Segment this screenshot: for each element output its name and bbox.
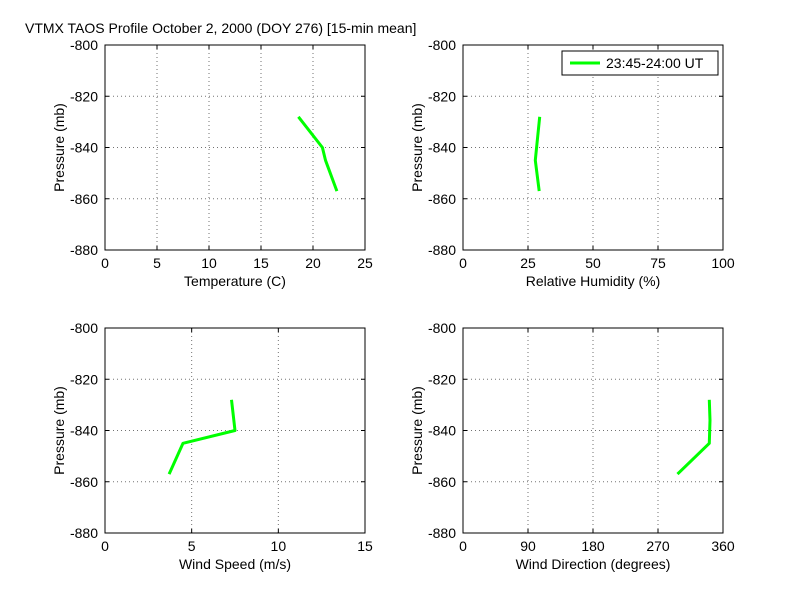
- y-axis-label: Pressure (mb): [409, 103, 425, 192]
- y-axis-label: Pressure (mb): [51, 103, 67, 192]
- y-tick-label: -880: [70, 242, 98, 258]
- x-axis-label: Temperature (C): [184, 273, 286, 289]
- y-tick-label: -820: [70, 371, 98, 387]
- x-tick-label: 25: [520, 255, 536, 271]
- panel-2: 0 25 50 75 100 -800 -820 -840 -860 -880 Relative H…: [409, 37, 735, 289]
- panels-group: 0 5 10 15 20 25 -800 -820 -840 -860 -880 Temperatur…: [51, 37, 735, 572]
- legend: 23:45-24:00 UT: [561, 50, 719, 76]
- y-tick-label: -880: [70, 525, 98, 541]
- y-tick-label: -820: [428, 88, 456, 104]
- x-tick-label: 25: [357, 255, 373, 271]
- y-tick-label: -840: [428, 140, 456, 156]
- x-axis-label: Wind Direction (degrees): [516, 556, 671, 572]
- y-tick-label: -840: [428, 423, 456, 439]
- y-tick-label: -800: [70, 320, 98, 336]
- x-tick-label: 270: [646, 538, 670, 554]
- panel-4: 0 90 180 270 360 -800 -820 -840 -860 -880 Wind Dir…: [409, 320, 735, 572]
- series-line: [167, 399, 237, 475]
- x-tick-label: 50: [585, 255, 601, 271]
- x-tick-label: 0: [101, 255, 109, 271]
- figure-title: VTMX TAOS Profile October 2, 2000 (DOY 2…: [25, 20, 416, 36]
- panel-3: 0 5 10 15 -800 -820 -840 -860 -880 Wind Speed (m/…: [51, 320, 373, 572]
- series-line: [533, 116, 542, 192]
- y-tick-label: -820: [428, 371, 456, 387]
- y-tick-label: -880: [428, 525, 456, 541]
- y-tick-label: -860: [70, 474, 98, 490]
- x-tick-label: 75: [650, 255, 666, 271]
- x-tick-label: 20: [305, 255, 321, 271]
- x-tick-label: 5: [153, 255, 161, 271]
- y-tick-label: -860: [70, 191, 98, 207]
- y-tick-label: -800: [70, 37, 98, 53]
- y-tick-label: -840: [70, 423, 98, 439]
- y-axis-label: Pressure (mb): [51, 386, 67, 475]
- x-tick-label: 10: [271, 538, 287, 554]
- x-axis-label: Relative Humidity (%): [526, 273, 661, 289]
- legend-entry-label: 23:45-24:00 UT: [606, 55, 704, 71]
- x-tick-label: 90: [520, 538, 536, 554]
- x-tick-label: 0: [459, 538, 467, 554]
- y-tick-label: -860: [428, 191, 456, 207]
- x-tick-label: 15: [357, 538, 373, 554]
- y-tick-label: -860: [428, 474, 456, 490]
- y-tick-label: -880: [428, 242, 456, 258]
- x-tick-label: 15: [253, 255, 269, 271]
- y-tick-label: -820: [70, 88, 98, 104]
- y-axis-label: Pressure (mb): [409, 386, 425, 475]
- panel-1: 0 5 10 15 20 25 -800 -820 -840 -860 -880 Temperatur…: [51, 37, 373, 289]
- x-tick-label: 0: [459, 255, 467, 271]
- x-tick-label: 180: [581, 538, 605, 554]
- x-tick-label: 100: [711, 255, 735, 271]
- series-line: [297, 115, 339, 192]
- x-tick-label: 360: [711, 538, 735, 554]
- y-tick-label: -800: [428, 320, 456, 336]
- x-tick-label: 5: [188, 538, 196, 554]
- x-axis-label: Wind Speed (m/s): [179, 556, 291, 572]
- y-tick-label: -840: [70, 140, 98, 156]
- x-tick-label: 0: [101, 538, 109, 554]
- y-tick-label: -800: [428, 37, 456, 53]
- x-tick-label: 10: [201, 255, 217, 271]
- series-line: [676, 399, 712, 476]
